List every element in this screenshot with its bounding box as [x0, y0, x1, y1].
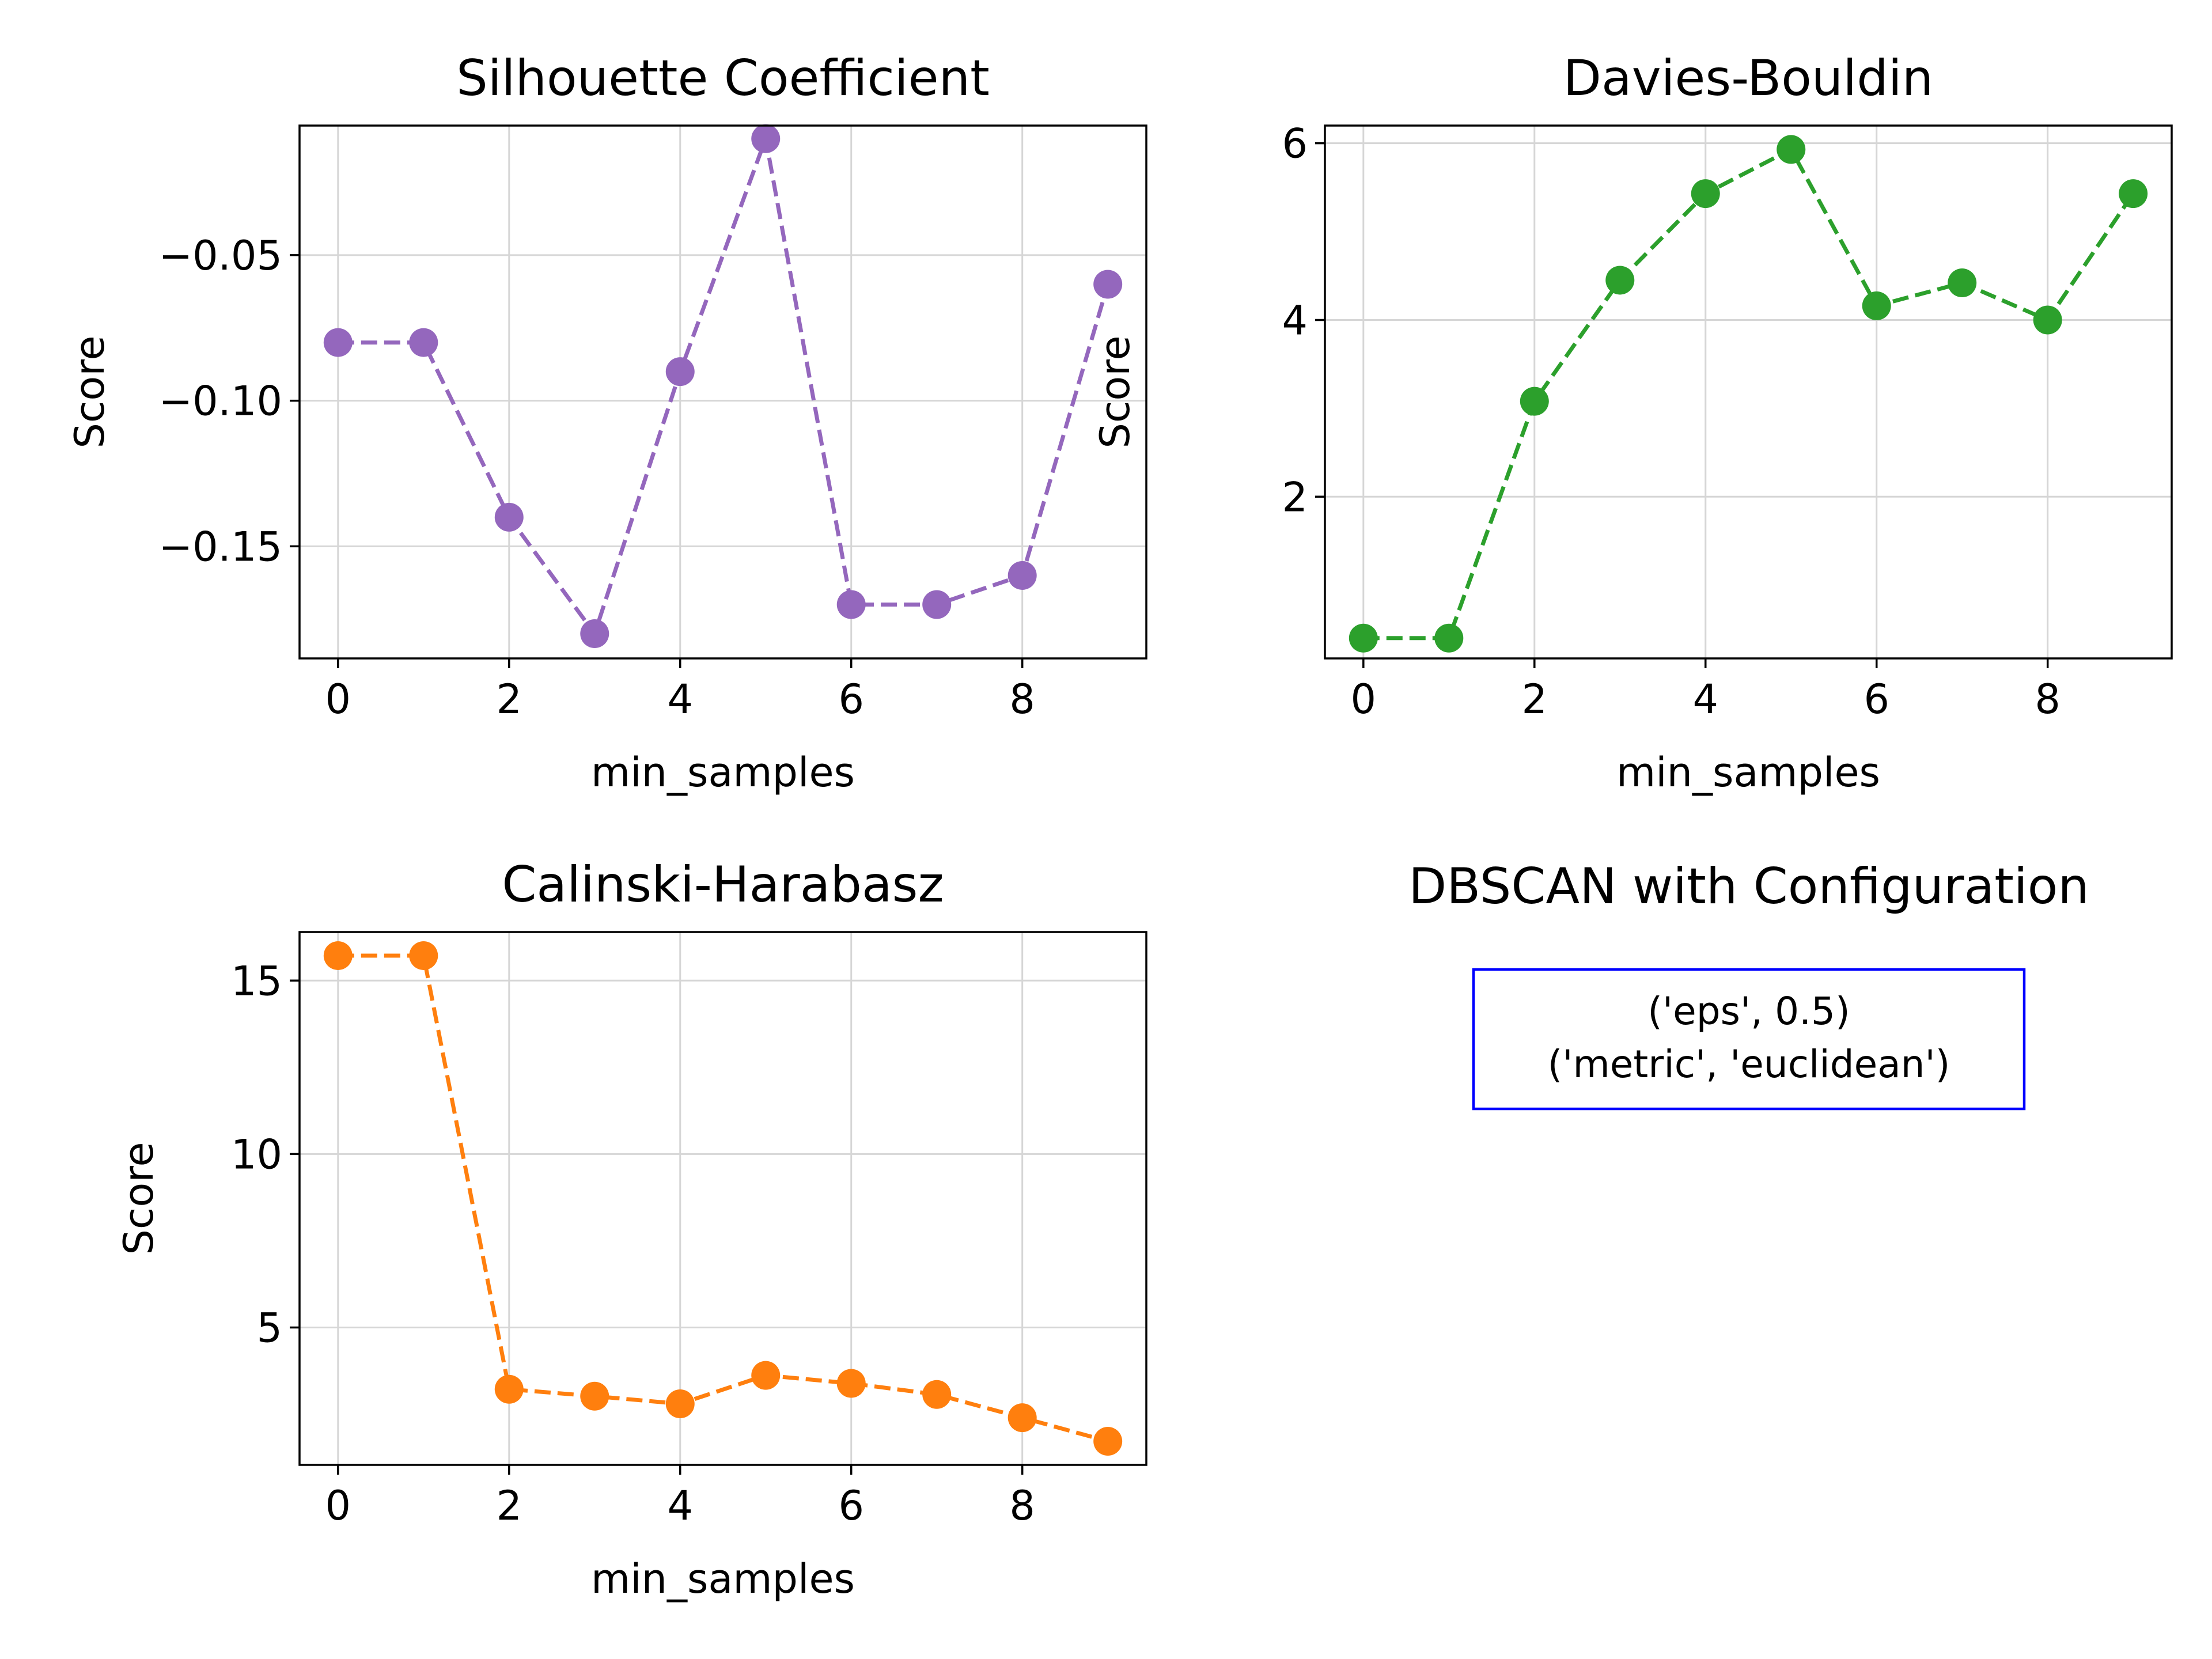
silhouette-y-axis-label: Score — [66, 335, 113, 448]
calinski-harabasz-data-point — [580, 1381, 609, 1411]
davies-bouldin-y-tick-label: 4 — [1282, 297, 1308, 344]
calinski-harabasz-y-tick-label: 15 — [231, 957, 282, 1005]
silhouette-data-point — [494, 502, 524, 532]
davies-bouldin-y-tick-label: 6 — [1282, 120, 1308, 168]
davies-bouldin-data-point — [1948, 268, 1977, 298]
silhouette-data-point — [1093, 270, 1123, 299]
davies-bouldin-x-tick-label: 8 — [2035, 676, 2061, 723]
silhouette-data-point — [580, 619, 609, 649]
silhouette-title: Silhouette Coefficient — [456, 50, 990, 107]
davies-bouldin-x-tick-label: 4 — [1692, 676, 1718, 723]
silhouette-x-tick-label: 0 — [325, 676, 351, 723]
silhouette-data-point — [323, 328, 353, 357]
davies-bouldin-data-point — [1605, 266, 1635, 295]
silhouette-chart: 0 2 4 6 8 −0.05 −0.10 −0.15 Silhouette Coefficie… — [66, 50, 1147, 796]
silhouette-series-line — [338, 137, 1110, 636]
silhouette-x-tick-label: 6 — [838, 676, 864, 723]
calinski-harabasz-y-tick-label: 5 — [256, 1305, 282, 1352]
calinski-harabasz-data-point — [409, 941, 438, 970]
calinski-harabasz-data-point — [494, 1374, 524, 1404]
davies-bouldin-data-point — [1862, 291, 1891, 320]
calinski-harabasz-x-axis-label: min_samples — [591, 1555, 855, 1603]
davies-bouldin-y-axis-label: Score — [1092, 335, 1139, 448]
davies-bouldin-y-tick-label: 2 — [1282, 474, 1308, 521]
davies-bouldin-data-point — [2119, 179, 2148, 209]
silhouette-x-tick-label: 8 — [1009, 676, 1035, 723]
calinski-harabasz-data-point — [323, 941, 353, 970]
calinski-harabasz-chart: 0 2 4 6 8 5 10 15 Calinski-Harabasz min_samples Sc… — [115, 856, 1147, 1603]
calinski-harabasz-x-tick-label: 6 — [838, 1482, 864, 1529]
silhouette-y-tick-label: −0.15 — [158, 523, 282, 570]
config-box — [1472, 968, 2026, 1111]
davies-bouldin-series-line — [1363, 147, 2135, 641]
silhouette-data-point — [836, 590, 866, 619]
silhouette-y-tick-label: −0.05 — [158, 232, 282, 279]
silhouette-axes-frame — [298, 124, 1147, 660]
davies-bouldin-data-point — [1691, 179, 1720, 209]
silhouette-data-point — [751, 124, 781, 153]
davies-bouldin-data-point — [1349, 623, 1378, 653]
silhouette-x-tick-label: 4 — [667, 676, 693, 723]
silhouette-x-tick-label: 2 — [497, 676, 522, 723]
config-panel: DBSCAN with Configuration ('eps', 0.5) (… — [1408, 858, 2089, 1111]
calinski-harabasz-x-tick-label: 4 — [667, 1482, 693, 1529]
davies-bouldin-axes-frame — [1324, 124, 2173, 660]
calinski-harabasz-data-point — [1093, 1427, 1123, 1456]
silhouette-data-point — [1007, 560, 1037, 590]
davies-bouldin-x-tick-label: 0 — [1351, 676, 1377, 723]
davies-bouldin-x-axis-label: min_samples — [1616, 749, 1880, 796]
calinski-harabasz-data-point — [922, 1380, 952, 1409]
calinski-harabasz-axes-frame — [298, 931, 1147, 1466]
davies-bouldin-x-tick-label: 2 — [1522, 676, 1548, 723]
davies-bouldin-title: Davies-Bouldin — [1563, 50, 1933, 107]
silhouette-data-point — [665, 357, 695, 387]
silhouette-data-point — [409, 328, 438, 357]
calinski-harabasz-x-tick-label: 0 — [325, 1482, 351, 1529]
calinski-harabasz-data-point — [836, 1369, 866, 1398]
config-panel-title: DBSCAN with Configuration — [1408, 858, 2089, 915]
davies-bouldin-data-point — [2033, 305, 2062, 335]
calinski-harabasz-data-point — [665, 1389, 695, 1419]
silhouette-y-tick-label: −0.10 — [158, 378, 282, 425]
davies-bouldin-x-tick-label: 6 — [1863, 676, 1889, 723]
calinski-harabasz-y-axis-label: Score — [115, 1142, 162, 1255]
davies-bouldin-data-point — [1777, 135, 1806, 164]
calinski-harabasz-y-tick-label: 10 — [231, 1131, 282, 1178]
calinski-harabasz-data-point — [751, 1361, 781, 1390]
config-line-metric: ('metric', 'euclidean') — [1548, 1042, 1950, 1086]
calinski-harabasz-title: Calinski-Harabasz — [502, 856, 944, 914]
davies-bouldin-data-point — [1520, 387, 1549, 416]
calinski-harabasz-series-line — [338, 953, 1109, 1444]
calinski-harabasz-x-tick-label: 8 — [1009, 1482, 1035, 1529]
silhouette-x-axis-label: min_samples — [591, 749, 855, 796]
davies-bouldin-chart: 0 2 4 6 8 2 4 6 Davies-Bouldin min_samples Score — [1092, 50, 2173, 796]
silhouette-data-point — [922, 590, 952, 619]
config-line-eps: ('eps', 0.5) — [1647, 989, 1850, 1033]
davies-bouldin-data-point — [1434, 623, 1464, 653]
calinski-harabasz-x-tick-label: 2 — [497, 1482, 522, 1529]
calinski-harabasz-data-point — [1007, 1403, 1037, 1433]
